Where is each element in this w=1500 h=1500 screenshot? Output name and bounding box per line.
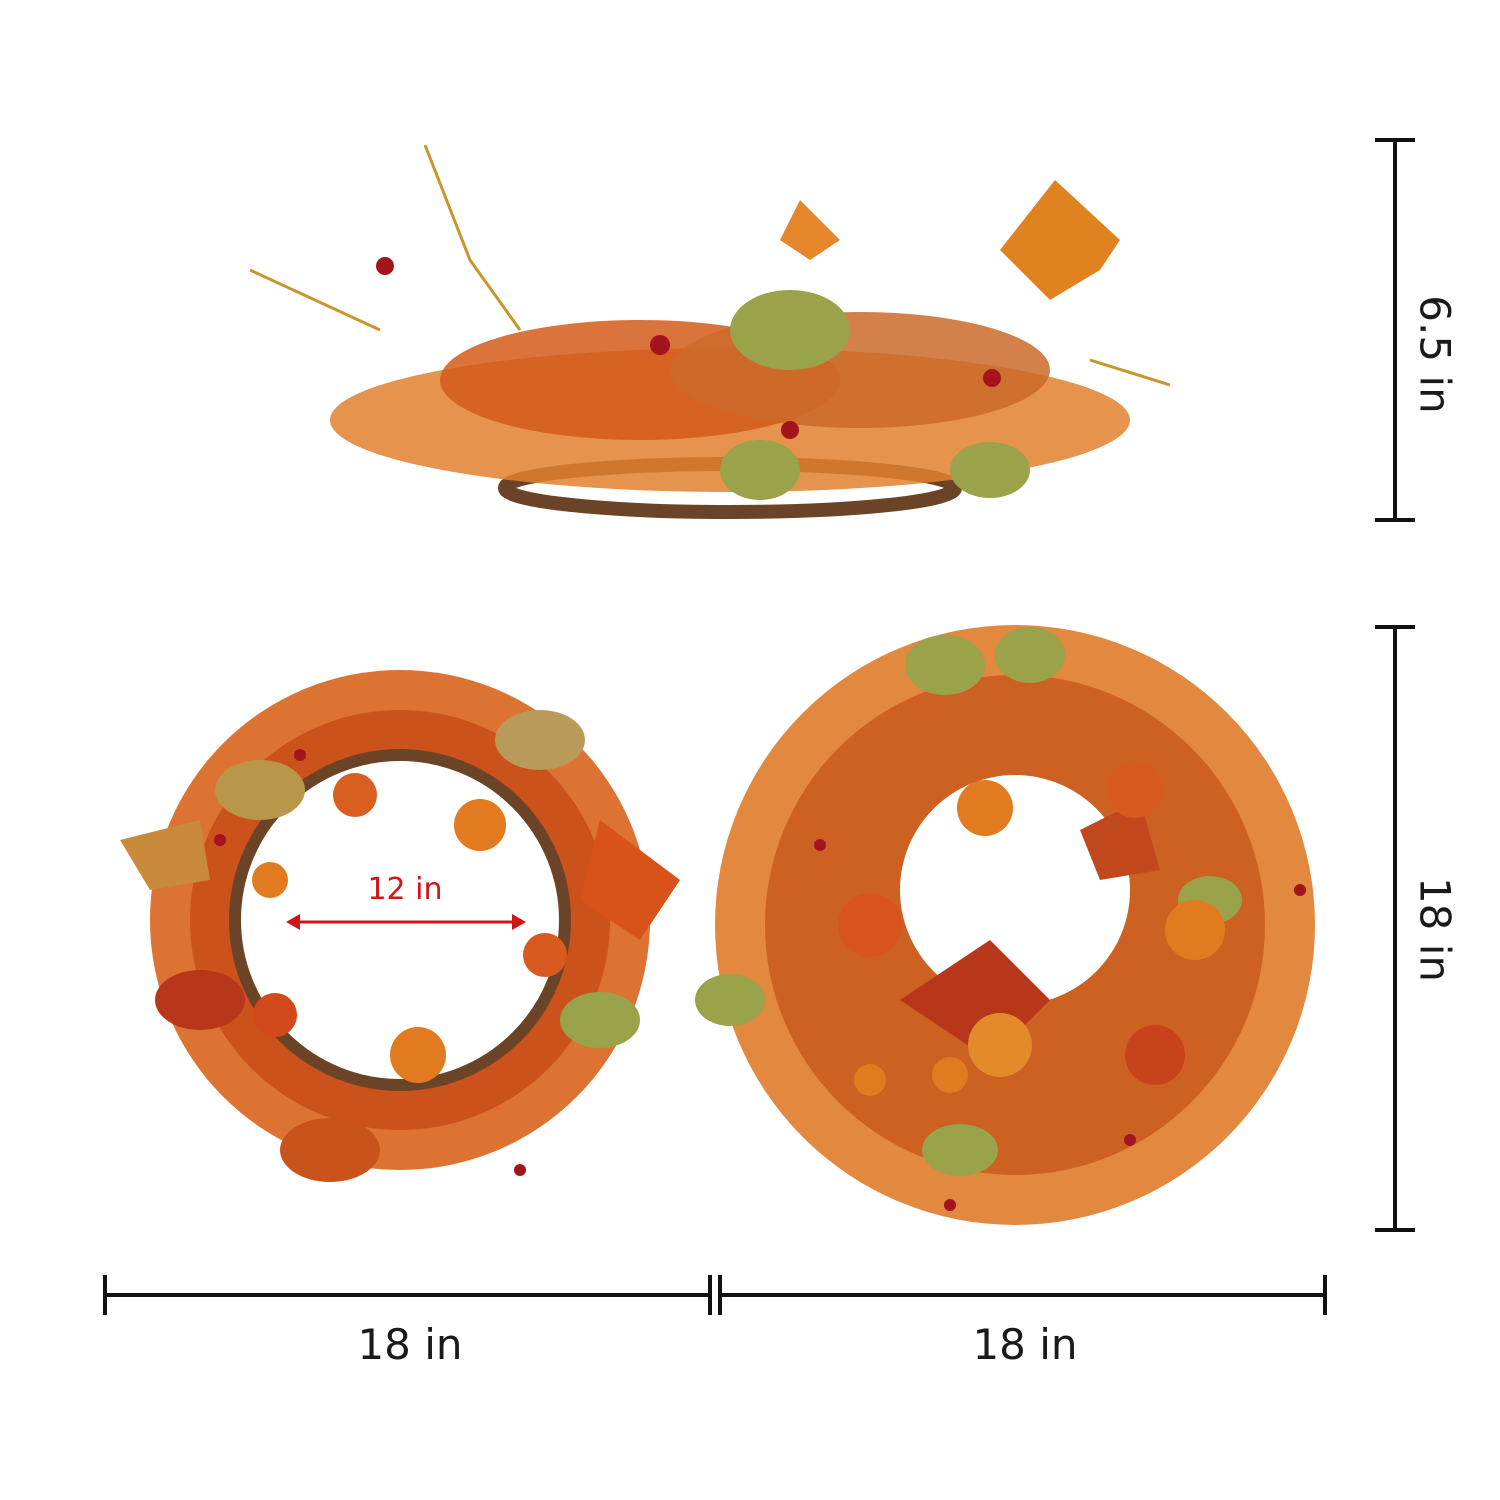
back-width-label: 18 in [357,1320,463,1369]
front-view-wreath [695,625,1315,1225]
front-height-label: 18 in [1410,876,1460,983]
front-width-label: 18 in [972,1320,1078,1369]
dimension-lines [103,138,1415,1315]
inner-diameter-label: 12 in [367,872,443,907]
side-height-label: 6.5 in [1410,295,1460,414]
side-view-wreath [249,144,1171,519]
inner-diameter-arrow [286,914,526,930]
back-view-wreath [120,670,680,1182]
